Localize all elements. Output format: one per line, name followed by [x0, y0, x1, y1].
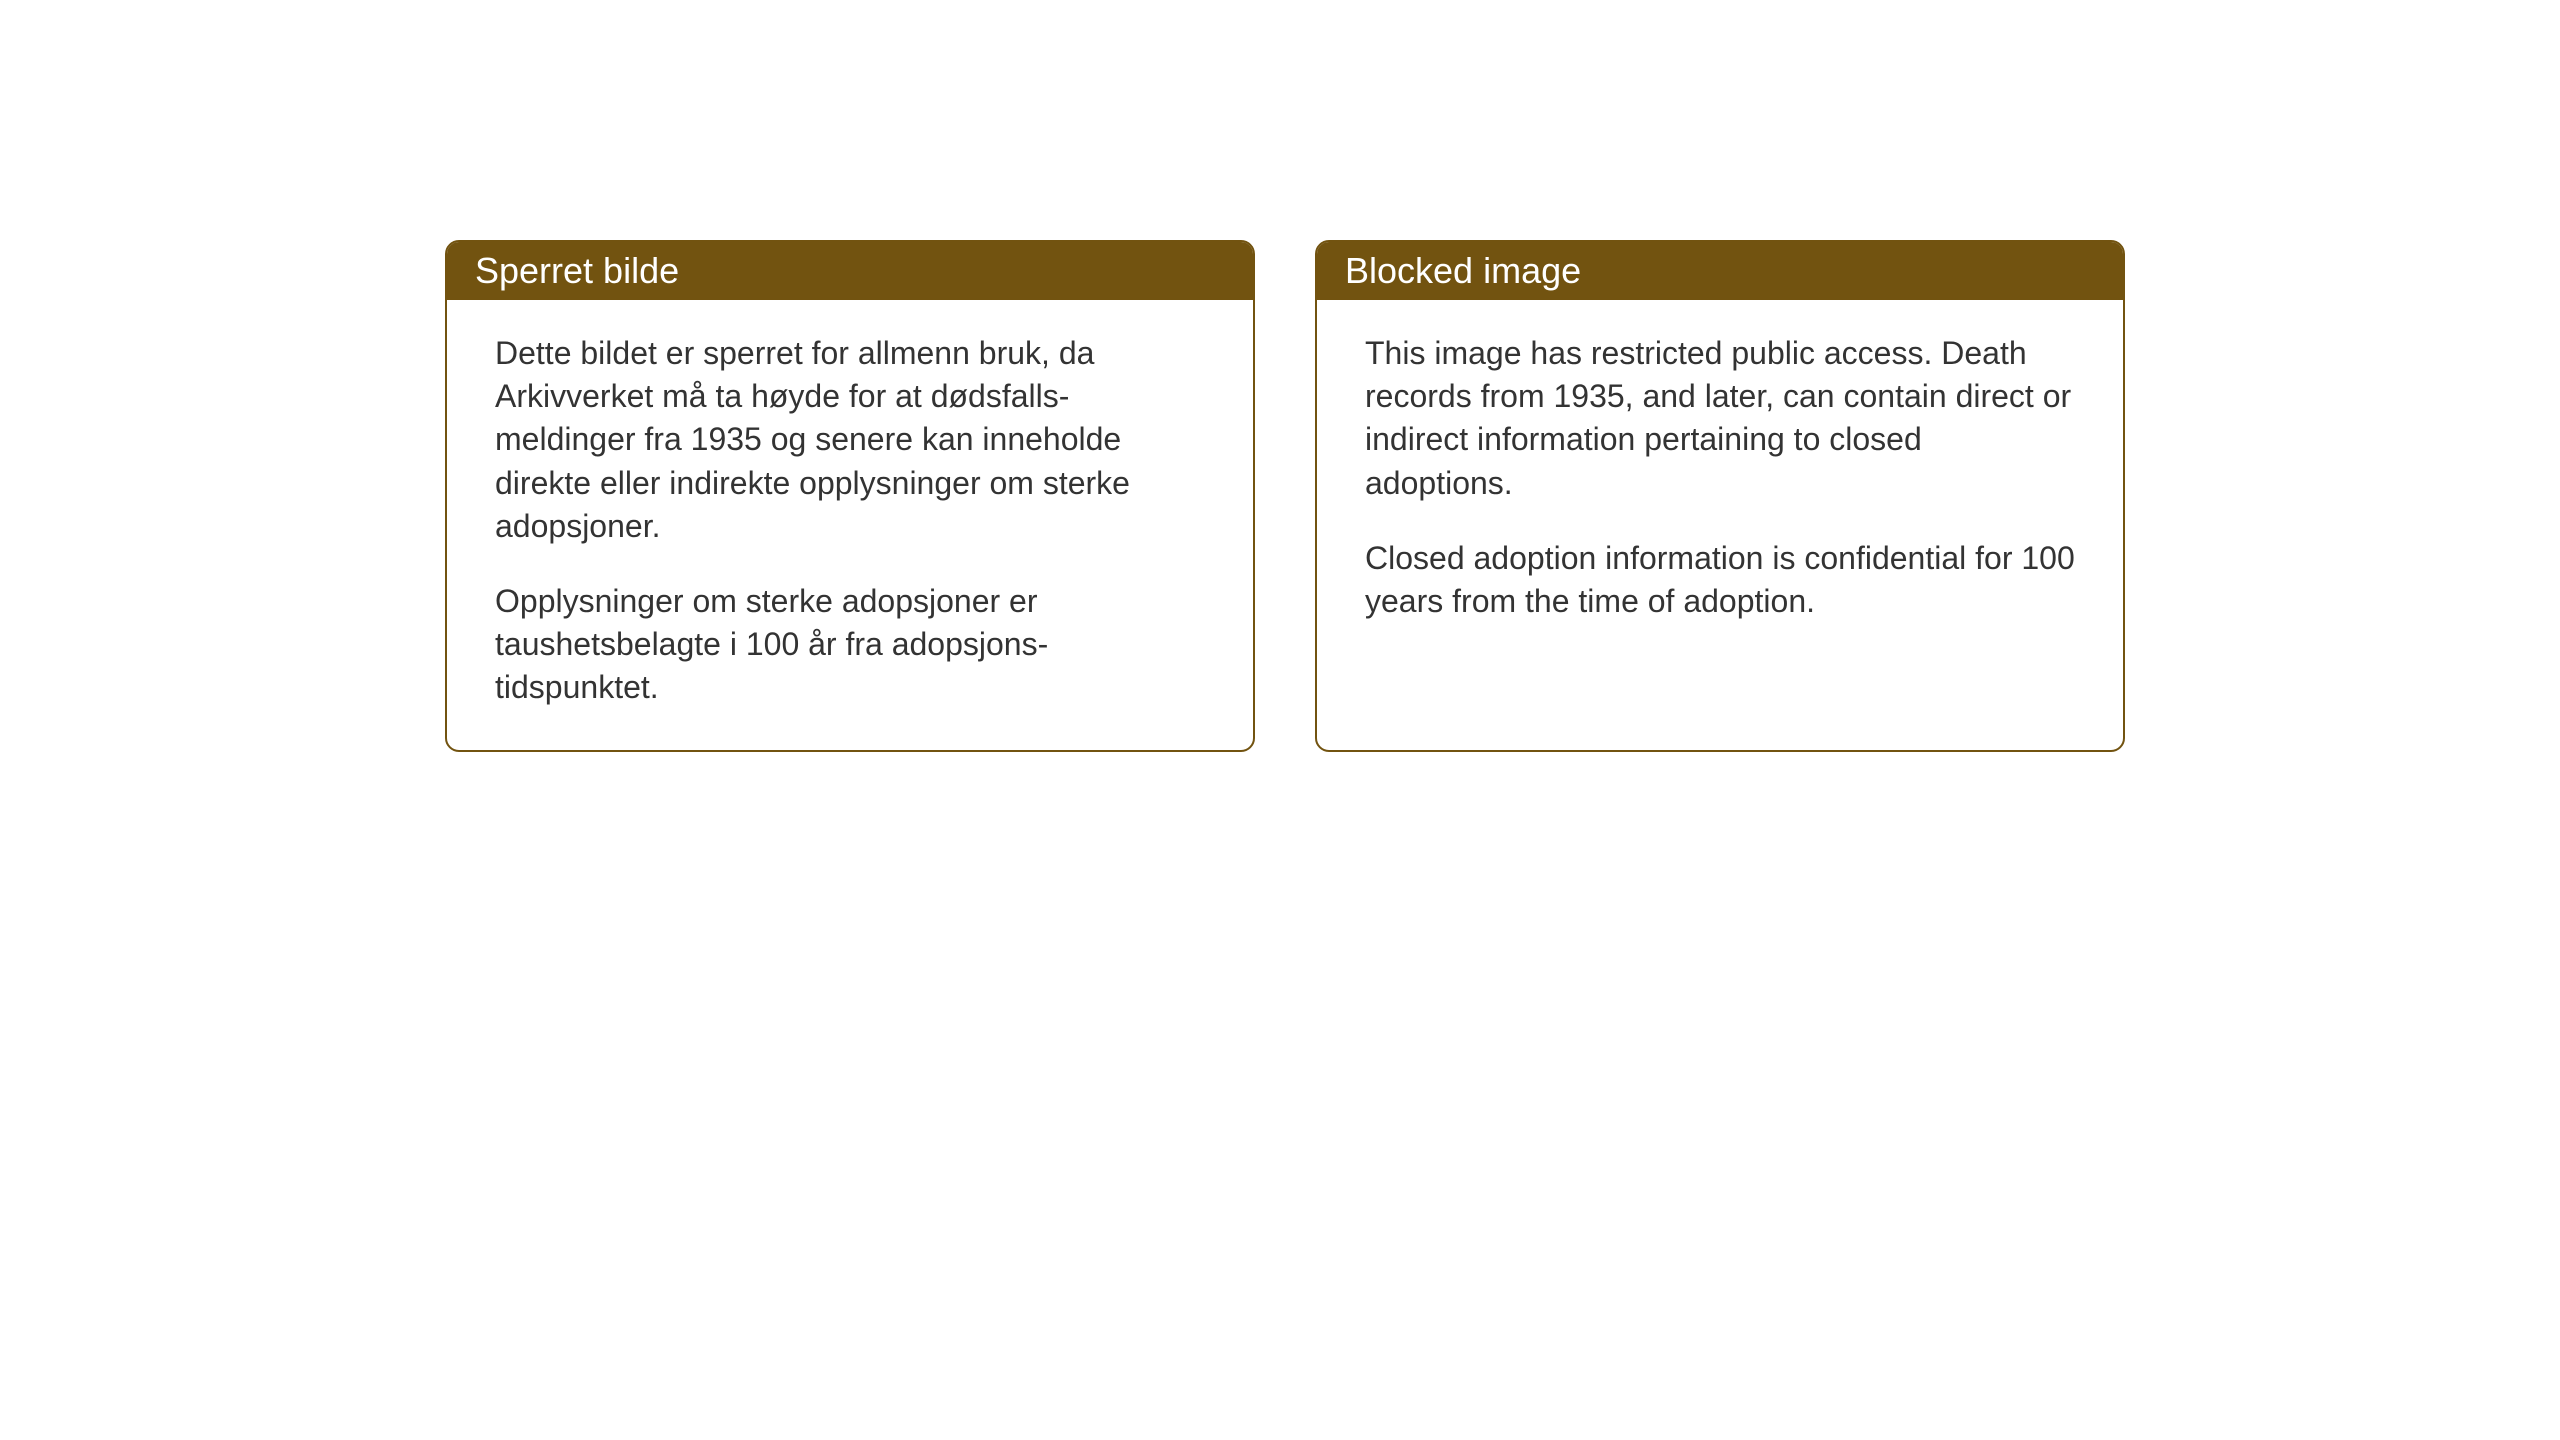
notice-card-norwegian: Sperret bilde Dette bildet er sperret fo… — [445, 240, 1255, 752]
notice-paragraph: This image has restricted public access.… — [1365, 332, 2075, 505]
notice-title-english: Blocked image — [1345, 250, 1581, 291]
notice-card-english: Blocked image This image has restricted … — [1315, 240, 2125, 752]
notice-container: Sperret bilde Dette bildet er sperret fo… — [445, 240, 2125, 752]
notice-title-norwegian: Sperret bilde — [475, 250, 679, 291]
notice-paragraph: Closed adoption information is confident… — [1365, 537, 2075, 623]
notice-header-english: Blocked image — [1317, 242, 2123, 300]
notice-paragraph: Opplysninger om sterke adopsjoner er tau… — [495, 580, 1205, 710]
notice-body-norwegian: Dette bildet er sperret for allmenn bruk… — [447, 300, 1253, 750]
notice-body-english: This image has restricted public access.… — [1317, 300, 2123, 663]
notice-paragraph: Dette bildet er sperret for allmenn bruk… — [495, 332, 1205, 548]
notice-header-norwegian: Sperret bilde — [447, 242, 1253, 300]
